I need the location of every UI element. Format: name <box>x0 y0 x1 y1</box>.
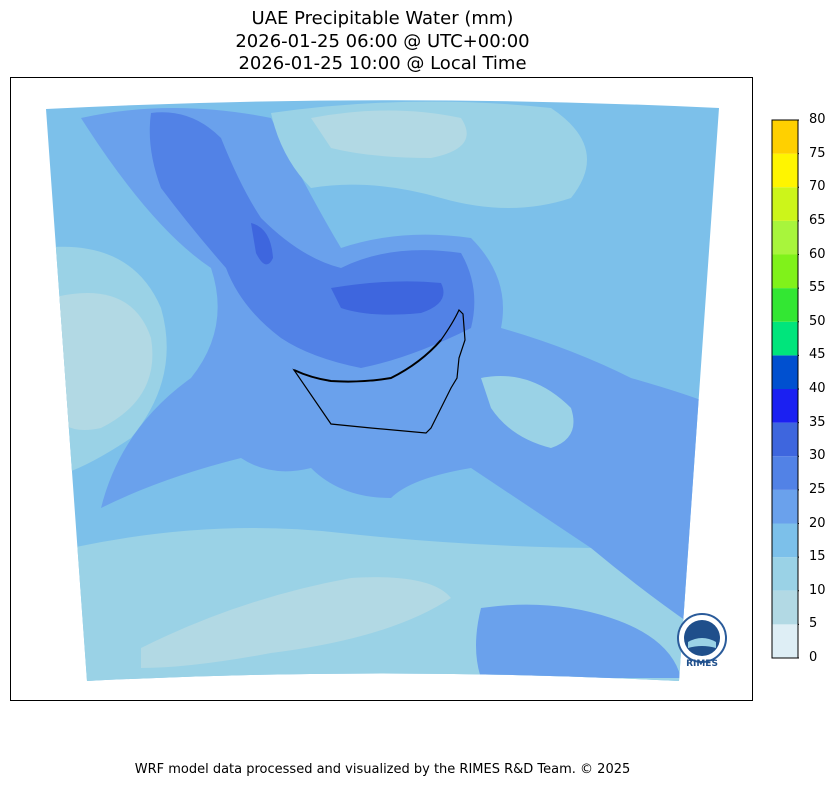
colorbar-segment <box>772 120 798 154</box>
colorbar-tick-label: 55 <box>809 280 826 296</box>
colorbar-tick-label: 45 <box>809 347 826 363</box>
map-subtitle-local: 2026-01-25 10:00 @ Local Time <box>238 53 527 74</box>
field-south-5-10 <box>141 577 451 668</box>
colorbar-tick-label: 20 <box>809 515 826 531</box>
footer-credit: WRF model data processed and visualized … <box>134 762 631 777</box>
map-subtitle-utc: 2026-01-25 06:00 @ UTC+00:00 <box>235 31 530 52</box>
colorbar-segment <box>772 624 798 658</box>
colorbar-segment <box>772 187 798 221</box>
field-southeast-20-25 <box>476 604 681 678</box>
colorbar-segment <box>772 590 798 625</box>
rimes-logo: RIMES <box>677 613 727 668</box>
colorbar-segment <box>772 288 798 322</box>
colorbar <box>771 119 799 659</box>
colorbar-tick-label: 15 <box>809 549 826 565</box>
map-title: UAE Precipitable Water (mm) <box>251 8 514 29</box>
colorbar-tick-label: 5 <box>809 616 818 632</box>
colorbar-tick-label: 75 <box>809 145 826 161</box>
colorbar-tick-label: 70 <box>809 179 826 195</box>
colorbar-segment <box>772 220 798 255</box>
colorbar-segment <box>772 422 798 457</box>
colorbar-tick-label: 25 <box>809 481 826 497</box>
colorbar-segment <box>772 254 798 289</box>
colorbar-tick-label: 0 <box>809 650 818 665</box>
uae-coastline <box>293 339 442 383</box>
logo-text: RIMES <box>686 659 718 668</box>
colorbar-tick-label: 60 <box>809 246 826 262</box>
colorbar-segment <box>772 557 798 591</box>
field-east-10-15 <box>481 376 574 448</box>
colorbar-tick-label: 40 <box>809 381 826 396</box>
colorbar-segment <box>772 456 798 490</box>
field-north-5-10 <box>311 110 467 158</box>
colorbar-tick-label: 30 <box>809 448 826 464</box>
field-west-5-10 <box>51 293 153 430</box>
colorbar-segment <box>772 153 798 188</box>
map-panel <box>10 77 753 701</box>
precipitable-water-field <box>46 100 719 681</box>
colorbar-segment <box>772 523 798 558</box>
colorbar-segment <box>772 389 798 423</box>
colorbar-segment <box>772 321 798 356</box>
field-core-30-35-small <box>251 223 273 265</box>
colorbar-segment <box>772 355 798 389</box>
colorbar-tick-label: 80 <box>809 112 826 127</box>
colorbar-tick-label: 10 <box>809 582 826 598</box>
colorbar-tick-label: 35 <box>809 414 826 430</box>
colorbar-tick-label: 65 <box>809 212 826 228</box>
field-core-30-35 <box>331 281 444 315</box>
colorbar-tick-label: 50 <box>809 313 826 329</box>
colorbar-segment <box>772 489 798 524</box>
